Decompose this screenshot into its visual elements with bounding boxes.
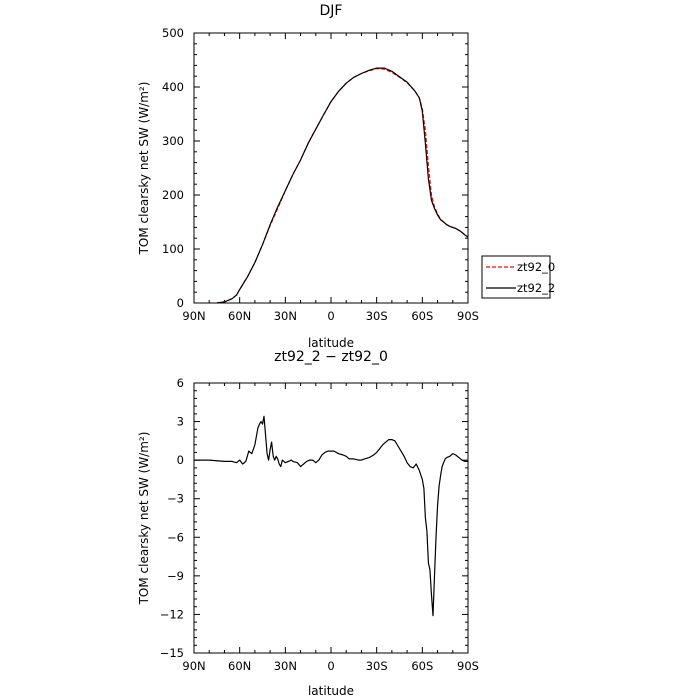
bottom-ytick-label: −15 xyxy=(160,646,184,660)
bottom-xtick-label: 30S xyxy=(366,659,388,673)
bottom-panel-ylabel: TOM clearsky net SW (W/m²) xyxy=(137,432,151,606)
top-panel-title: DJF xyxy=(320,3,343,19)
bottom-panel-ticks: 90N 60N 30N 0 30S 60S 90S −15 −12 −9 −6 −3 0 3 6 xyxy=(160,376,479,673)
bottom-panel-title: zt92_2 − zt92_0 xyxy=(274,349,388,365)
bottom-panel-frame xyxy=(193,382,469,654)
top-xtick-label: 90N xyxy=(182,309,205,323)
top-ytick-label: 0 xyxy=(177,296,184,310)
bottom-xtick-label: 30N xyxy=(274,659,297,673)
bottom-xtick-label: 0 xyxy=(327,659,334,673)
top-panel-ylabel: TOM clearsky net SW (W/m²) xyxy=(137,82,151,256)
top-panel-series xyxy=(216,67,469,304)
legend: zt92_0 zt92_2 xyxy=(481,255,555,299)
bottom-ytick-label: 6 xyxy=(177,376,184,390)
bottom-panel-xlabel: latitude xyxy=(308,684,354,698)
top-xtick-label: 90S xyxy=(457,309,479,323)
bottom-ytick-label: −3 xyxy=(167,492,184,506)
bottom-panel-series xyxy=(194,415,468,617)
bottom-series-line xyxy=(194,415,468,617)
top-ytick-label: 500 xyxy=(162,26,184,40)
bottom-ytick-label: 3 xyxy=(177,415,184,429)
top-xtick-label: 0 xyxy=(327,309,334,323)
top-series-line-zt92_0 xyxy=(216,67,469,304)
bottom-ytick-label: −9 xyxy=(167,569,184,583)
legend-box xyxy=(481,255,551,299)
top-xtick-label: 30S xyxy=(366,309,388,323)
legend-label-zt92_2: zt92_2 xyxy=(517,281,555,295)
top-ytick-label: 300 xyxy=(162,134,184,148)
top-ytick-label: 400 xyxy=(162,80,184,94)
top-series-line-zt92_2 xyxy=(216,67,469,304)
bottom-xtick-label: 90N xyxy=(182,659,205,673)
legend-label-zt92_0: zt92_0 xyxy=(517,260,555,274)
bottom-xtick-label: 90S xyxy=(457,659,479,673)
bottom-xtick-label: 60S xyxy=(411,659,433,673)
bottom-ytick-label: 0 xyxy=(177,453,184,467)
top-xtick-label: 30N xyxy=(274,309,297,323)
top-panel: DJF latitude TOM clearsky net SW (W/m²) … xyxy=(137,3,479,350)
bottom-ytick-label: −6 xyxy=(167,530,184,544)
top-panel-ticks: 90N 60N 30N 0 30S 60S 90S 0 100 200 300 400 500 xyxy=(162,26,479,323)
top-xtick-label: 60N xyxy=(228,309,251,323)
bottom-panel: zt92_2 − zt92_0 latitude TOM clearsky ne… xyxy=(137,349,479,698)
top-xtick-label: 60S xyxy=(411,309,433,323)
bottom-xtick-label: 60N xyxy=(228,659,251,673)
bottom-ytick-label: −12 xyxy=(160,607,184,621)
top-ytick-label: 200 xyxy=(162,188,184,202)
top-panel-xlabel: latitude xyxy=(308,336,354,350)
top-ytick-label: 100 xyxy=(162,242,184,256)
